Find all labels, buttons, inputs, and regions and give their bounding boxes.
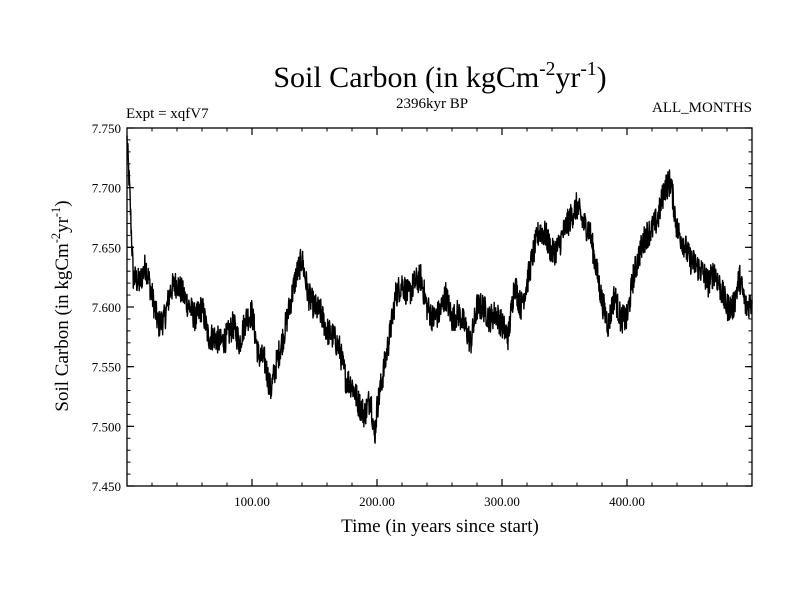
x-axis-label: Time (in years since start): [341, 516, 539, 537]
subtitle-center: 2396kyr BP: [396, 96, 468, 112]
chart-title: Soil Carbon (in kgCm-2yr-1): [273, 59, 606, 94]
y-tick-label: 7.550: [92, 360, 121, 375]
x-tick-label: 200.00: [359, 494, 395, 509]
subtitle-left: Expt = xqfV7: [126, 106, 209, 122]
y-tick-label: 7.650: [92, 240, 121, 255]
plot-frame: [126, 127, 753, 487]
y-tick-label: 7.750: [92, 121, 121, 136]
y-tick-label: 7.450: [92, 479, 121, 494]
x-tick-label: 400.00: [609, 494, 645, 509]
x-tick-label: 100.00: [234, 494, 270, 509]
y-tick-label: 7.500: [92, 419, 121, 434]
y-tick-label: 7.600: [92, 300, 121, 315]
series-line: [126, 135, 753, 444]
y-axis-label: Soil Carbon (in kgCm-2yr-1): [49, 200, 73, 411]
x-tick-label: 300.00: [484, 494, 520, 509]
series-layer: [126, 135, 753, 444]
y-tick-label: 7.700: [92, 181, 121, 196]
subtitle-right: ALL_MONTHS: [652, 100, 752, 116]
